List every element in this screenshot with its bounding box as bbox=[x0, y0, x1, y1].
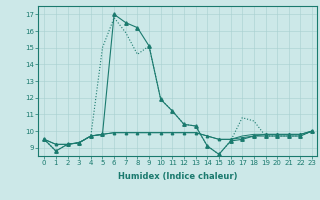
X-axis label: Humidex (Indice chaleur): Humidex (Indice chaleur) bbox=[118, 172, 237, 181]
